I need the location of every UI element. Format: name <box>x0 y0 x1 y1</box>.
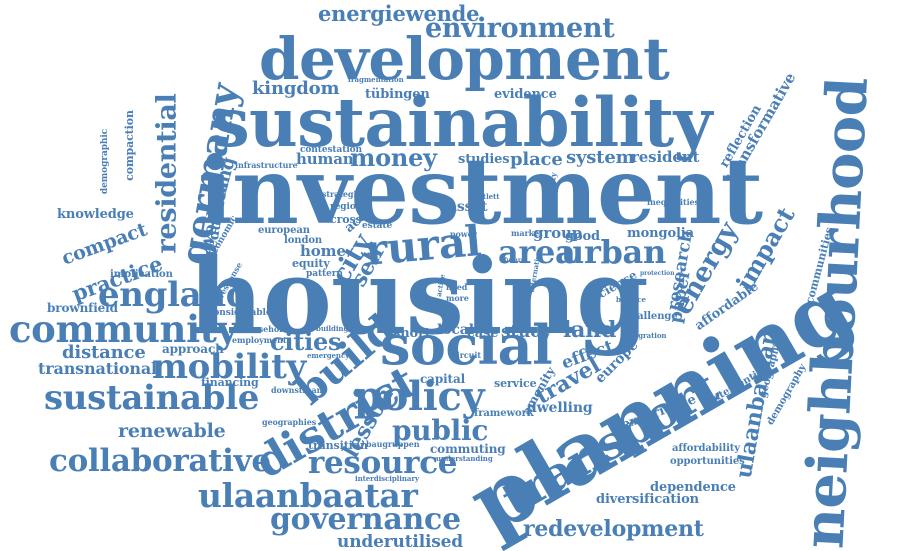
word-mongolia: mongolia <box>627 226 694 241</box>
word-challenge: challenge <box>624 311 678 322</box>
word-study: study <box>501 322 552 342</box>
word-public: public <box>392 414 489 447</box>
word-dependence: dependence <box>650 480 736 495</box>
word-resident: resident <box>631 148 700 166</box>
word-more: more <box>446 293 469 303</box>
word-future: future <box>504 257 525 264</box>
word-european: european <box>258 225 310 236</box>
word-transition: transition <box>308 439 368 452</box>
word-ulaanbaatar: ulaanbaatar <box>198 476 418 515</box>
word-balance: balance <box>616 295 646 304</box>
word-land: land <box>563 317 617 343</box>
word-short: short <box>393 326 431 341</box>
word-investment: investment <box>198 137 763 245</box>
word-fragmentation: fragmentation <box>348 75 404 84</box>
word-bartlett: bartlett <box>470 192 500 201</box>
word-strategies: strategies <box>322 189 366 199</box>
word-cities: cities <box>270 327 342 356</box>
word-geographies: geographies <box>262 417 317 427</box>
word-governance: governance <box>270 502 461 537</box>
word-employment: employment <box>232 335 287 345</box>
word-community: community <box>9 307 238 351</box>
word-region: region <box>330 202 363 212</box>
word-sustainability: sustainability <box>212 83 712 162</box>
word-money: money <box>350 143 437 172</box>
word-market: market <box>511 228 543 238</box>
word-group: group <box>533 224 583 242</box>
word-studies: studies <box>458 152 510 167</box>
word-downstream: downstream <box>271 385 325 395</box>
word-integration: integration <box>623 331 667 340</box>
word-opportunities: opportunities <box>670 456 745 467</box>
word-circuit: circuit <box>452 350 481 360</box>
word-kingdom: kingdom <box>252 78 340 99</box>
word-area: area <box>498 233 576 271</box>
word-estate: estate <box>362 221 393 231</box>
word-framework: framework <box>474 408 534 419</box>
word-implication: implication <box>110 269 173 280</box>
word-evidence: evidence <box>494 87 557 102</box>
word-approach: approach <box>162 342 224 356</box>
word-contestation: contestation <box>300 145 363 155</box>
word-baugruppen: baugruppen <box>366 439 420 449</box>
word-place: place <box>510 149 563 170</box>
word-resource: resource <box>308 445 458 481</box>
word-redevelopment: redevelopment <box>523 516 704 542</box>
word-demographic: demographic <box>100 128 111 195</box>
word-considerable: considerable <box>208 308 272 318</box>
word-asset: asset <box>448 199 488 215</box>
word-underutilised: underutilised <box>337 532 464 551</box>
word-mobility: mobility <box>152 347 306 387</box>
word-capital: capital <box>420 372 466 386</box>
word-household: household <box>242 324 288 334</box>
word-inequalities: inequalities <box>647 197 699 207</box>
word-environment: environment <box>425 13 615 44</box>
word-interdisciplinary: interdisciplinary <box>355 474 419 483</box>
word-development: development <box>259 25 670 93</box>
word-social: social <box>380 313 553 377</box>
word-financing: financing <box>201 376 259 389</box>
word-protection: protection <box>640 270 675 277</box>
word-infrastructure: infrastructure <box>235 160 298 170</box>
word-distance: distance <box>62 342 146 363</box>
word-policy: policy <box>354 373 485 420</box>
word-commuting: commuting <box>430 442 506 456</box>
word-system: system <box>566 147 635 168</box>
word-brownfield: brownfield <box>47 301 118 315</box>
word-good: good <box>565 229 601 244</box>
word-sustainable: sustainable <box>44 378 259 418</box>
word-dwelling: dwelling <box>527 400 593 416</box>
word-affordability: affordability <box>672 443 741 454</box>
word-equity: equity <box>292 257 330 270</box>
word-case: case <box>467 326 499 341</box>
word-human: human <box>296 150 354 168</box>
word-understanding: understanding <box>436 454 493 463</box>
word-need: need <box>446 282 468 292</box>
word-service: service <box>494 377 537 390</box>
word-tubingen: tübingen <box>365 87 430 102</box>
word-home: home <box>300 242 346 260</box>
word-housing: housing <box>188 235 649 358</box>
word-renewable: renewable <box>118 420 226 442</box>
word-diversification: diversification <box>596 492 699 507</box>
word-transnational: transnational <box>38 359 157 378</box>
word-pattern: pattern <box>306 269 343 279</box>
word-building: building <box>316 324 349 333</box>
word-collaborative: collaborative <box>49 443 271 479</box>
word-england: england <box>98 275 250 315</box>
word-power: power <box>450 229 477 239</box>
word-energiewende: energiewende <box>318 1 480 26</box>
word-emergency: emergency <box>307 351 350 360</box>
word-urban: urban <box>561 233 666 271</box>
word-local: local <box>437 322 474 338</box>
word-compaction: compaction <box>122 110 136 181</box>
word-cross: cross <box>330 213 362 226</box>
word-london: london <box>284 235 323 246</box>
word-knowledge: knowledge <box>57 207 134 222</box>
